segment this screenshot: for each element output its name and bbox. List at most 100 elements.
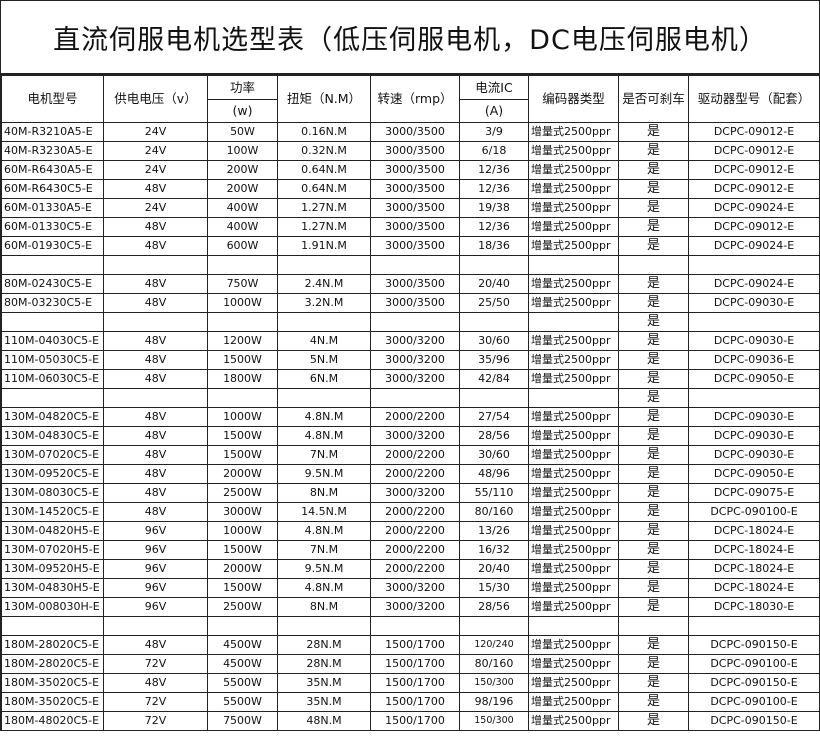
cell-current: 25/50	[459, 293, 529, 313]
cell-driver: DCPC-09030-E	[688, 426, 820, 446]
cell-speed	[370, 255, 460, 275]
table-row: 180M-28020C5-E 72V 4500W 28N.M 1500/1700 80/1…	[1, 654, 820, 674]
cell-model: 110M-05030C5-E	[1, 350, 104, 370]
cell-torque: 8N.M	[277, 597, 371, 617]
cell-speed: 1500/1700	[370, 673, 460, 693]
cell-model	[1, 388, 104, 408]
cell-current: 20/40	[459, 559, 529, 579]
cell-model	[1, 312, 104, 332]
cell-speed: 3000/3500	[370, 160, 460, 180]
cell-brake: 是	[618, 597, 689, 617]
cell-driver: DCPC-09030-E	[688, 331, 820, 351]
header-units-row: (w) (A)	[2, 99, 820, 123]
cell-torque	[277, 388, 371, 408]
cell-encoder: 增量式2500ppr	[528, 331, 619, 351]
cell-voltage: 48V	[103, 274, 208, 294]
table-row: 110M-05030C5-E 48V 1500W 5N.M 3000/3200 35/96…	[1, 350, 820, 370]
cell-encoder: 增量式2500ppr	[528, 711, 619, 731]
cell-driver: DCPC-09050-E	[688, 464, 820, 484]
cell-voltage: 48V	[103, 502, 208, 522]
table-row: 80M-02430C5-E 48V 750W 2.4N.M 3000/3500 20/40…	[1, 274, 820, 294]
cell-model: 60M-01330C5-E	[1, 217, 104, 237]
cell-driver: DCPC-090150-E	[688, 711, 820, 731]
cell-voltage: 96V	[103, 521, 208, 541]
table-row: 180M-48020C5-E 72V 7500W 48N.M 1500/1700 150/…	[1, 711, 820, 731]
cell-voltage: 48V	[103, 635, 208, 655]
header-current-unit: (A)	[459, 99, 529, 123]
cell-brake: 是	[618, 179, 689, 199]
cell-encoder: 增量式2500ppr	[528, 521, 619, 541]
cell-current	[459, 388, 529, 408]
cell-brake: 是	[618, 483, 689, 503]
header-encoder: 编码器类型	[528, 75, 619, 123]
cell-voltage: 96V	[103, 540, 208, 560]
table-row: 130M-08030C5-E 48V 2500W 8N.M 3000/3200 55/11…	[1, 483, 820, 503]
cell-voltage: 48V	[103, 673, 208, 693]
cell-model	[1, 255, 104, 275]
cell-driver: DCPC-09012-E	[688, 217, 820, 237]
motor-selection-table: 电机型号 供电电压（v） 功率 扭矩（N.M） 转速（rmp） 电流IC 编码器…	[1, 75, 820, 731]
cell-voltage	[103, 388, 208, 408]
cell-torque: 7N.M	[277, 540, 371, 560]
table-row: 40M-R3230A5-E 24V 100W 0.32N.M 3000/3500 6/18…	[1, 141, 820, 161]
cell-torque: 4.8N.M	[277, 407, 371, 427]
cell-encoder: 增量式2500ppr	[528, 369, 619, 389]
cell-model: 60M-R6430A5-E	[1, 160, 104, 180]
cell-current	[459, 255, 529, 275]
cell-current: 3/9	[459, 122, 529, 142]
cell-power: 750W	[207, 274, 278, 294]
cell-encoder: 增量式2500ppr	[528, 179, 619, 199]
cell-current: 6/18	[459, 141, 529, 161]
cell-current: 120/240	[459, 635, 529, 655]
cell-encoder: 增量式2500ppr	[528, 540, 619, 560]
cell-brake: 是	[618, 692, 689, 712]
cell-power: 600W	[207, 236, 278, 256]
cell-model: 80M-03230C5-E	[1, 293, 104, 313]
header-model: 电机型号	[1, 75, 104, 123]
cell-brake: 是	[618, 236, 689, 256]
cell-speed: 3000/3200	[370, 369, 460, 389]
cell-torque: 5N.M	[277, 350, 371, 370]
cell-driver: DCPC-09030-E	[688, 293, 820, 313]
cell-driver: DCPC-09075-E	[688, 483, 820, 503]
cell-voltage: 48V	[103, 236, 208, 256]
table-row: 40M-R3210A5-E 24V 50W 0.16N.M 3000/3500 3/9 增量…	[1, 122, 820, 142]
cell-driver: DCPC-09012-E	[688, 122, 820, 142]
cell-model: 130M-07020C5-E	[1, 445, 104, 465]
cell-power: 200W	[207, 179, 278, 199]
spacer-row	[1, 616, 820, 636]
cell-speed: 3000/3500	[370, 274, 460, 294]
cell-speed: 3000/3200	[370, 350, 460, 370]
cell-power: 4500W	[207, 635, 278, 655]
cell-speed: 3000/3200	[370, 483, 460, 503]
table-row: 110M-04030C5-E 48V 1200W 4N.M 3000/3200 30/60…	[1, 331, 820, 351]
cell-current: 48/96	[459, 464, 529, 484]
header-power: 功率	[207, 75, 278, 100]
cell-power: 1500W	[207, 445, 278, 465]
cell-model: 130M-07020H5-E	[1, 540, 104, 560]
cell-speed: 2000/2200	[370, 540, 460, 560]
table-row: 130M-04830C5-E 48V 1500W 4.8N.M 3000/3200 28/…	[1, 426, 820, 446]
cell-encoder	[528, 255, 619, 275]
cell-brake: 是	[618, 578, 689, 598]
cell-driver: DCPC-090150-E	[688, 635, 820, 655]
cell-encoder: 增量式2500ppr	[528, 635, 619, 655]
cell-torque: 0.64N.M	[277, 160, 371, 180]
cell-driver	[688, 388, 820, 408]
spacer-row	[1, 255, 820, 275]
cell-current: 30/60	[459, 445, 529, 465]
cell-model: 60M-01930C5-E	[1, 236, 104, 256]
header-driver: 驱动器型号（配套）	[688, 75, 820, 123]
cell-power	[207, 388, 278, 408]
cell-current: 12/36	[459, 160, 529, 180]
header-brake: 是否可刹车	[618, 75, 689, 123]
cell-encoder: 增量式2500ppr	[528, 160, 619, 180]
cell-torque: 6N.M	[277, 369, 371, 389]
cell-model: 180M-35020C5-E	[1, 692, 104, 712]
cell-power: 1000W	[207, 293, 278, 313]
cell-model: 130M-04830H5-E	[1, 578, 104, 598]
cell-brake: 是	[618, 160, 689, 180]
cell-brake: 是	[618, 673, 689, 693]
cell-torque: 7N.M	[277, 445, 371, 465]
cell-current	[459, 312, 529, 332]
